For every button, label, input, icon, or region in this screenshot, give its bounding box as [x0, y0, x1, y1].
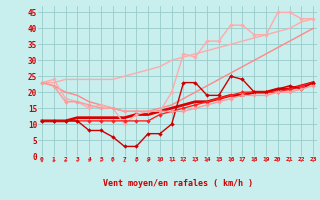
X-axis label: Vent moyen/en rafales ( km/h ): Vent moyen/en rafales ( km/h ): [103, 179, 252, 188]
